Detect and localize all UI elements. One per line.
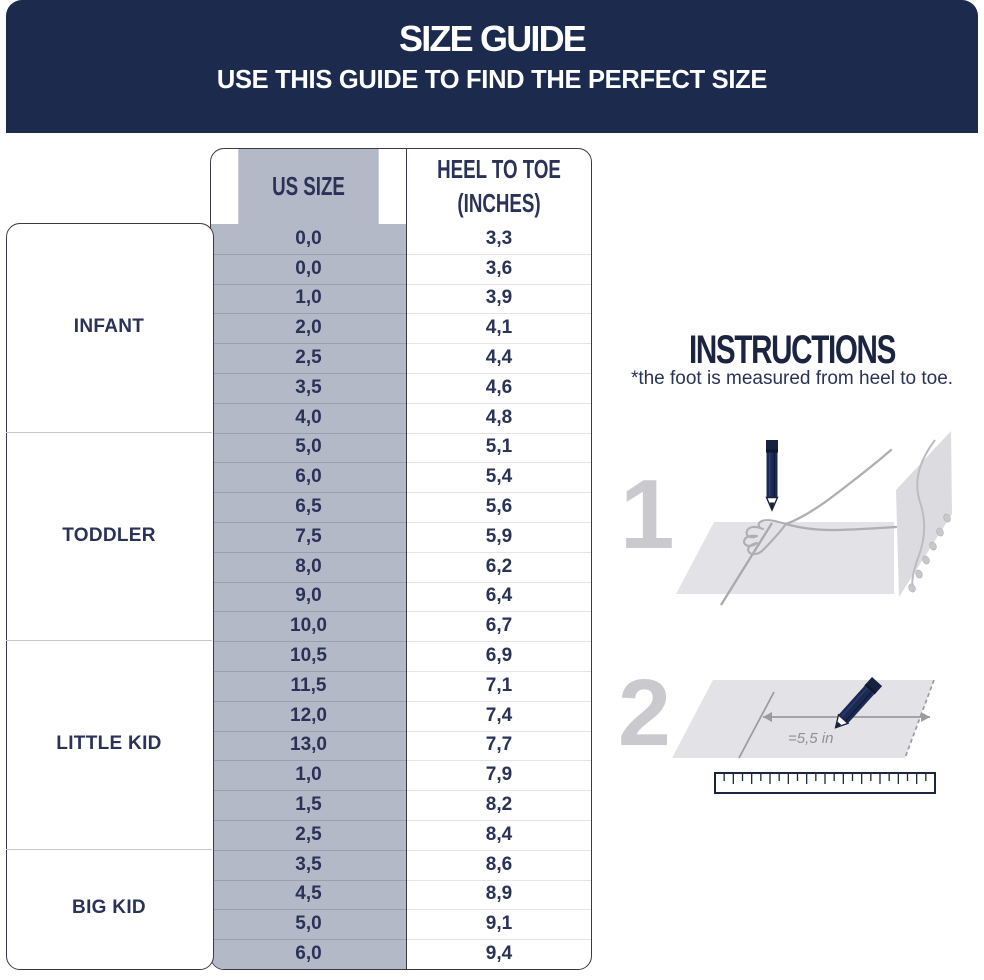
svg-text:2: 2 [618, 660, 671, 766]
svg-text:1: 1 [620, 459, 675, 569]
svg-text:=5,5 in: =5,5 in [788, 730, 833, 747]
